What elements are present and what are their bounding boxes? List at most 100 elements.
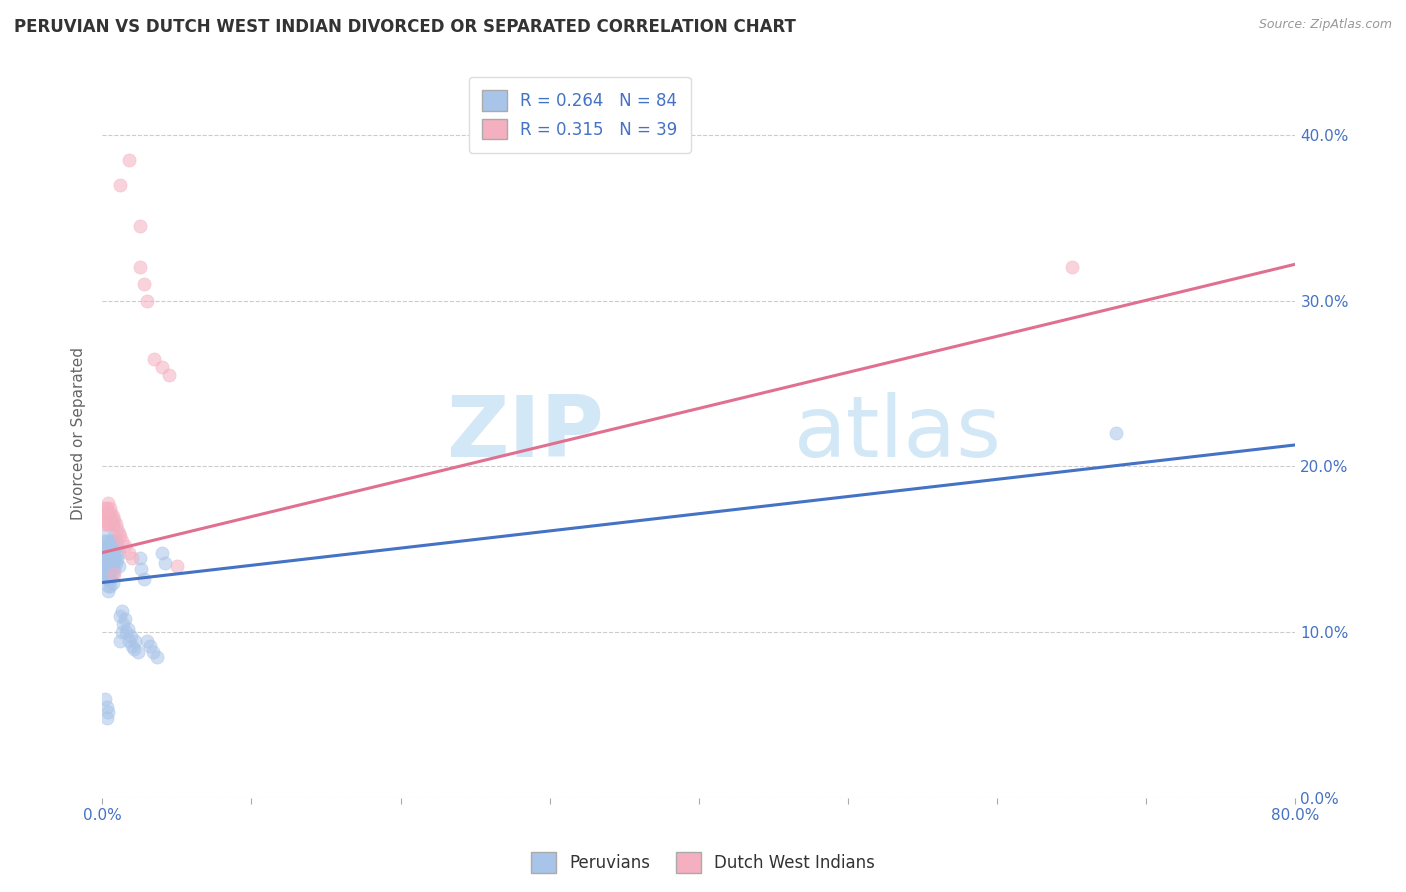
Point — [93, 534, 115, 549]
Point — [97, 550, 120, 565]
Point — [104, 534, 127, 549]
Point — [136, 633, 159, 648]
Point — [98, 579, 121, 593]
Point — [101, 509, 124, 524]
Point — [100, 567, 122, 582]
Point — [157, 368, 180, 383]
Point — [93, 550, 115, 565]
Point — [105, 523, 128, 537]
Point — [103, 512, 125, 526]
Point — [112, 617, 135, 632]
Point — [94, 512, 117, 526]
Point — [94, 567, 117, 582]
Point — [94, 550, 117, 565]
Point — [121, 639, 143, 653]
Point — [110, 625, 132, 640]
Point — [98, 500, 121, 515]
Point — [128, 550, 150, 565]
Point — [97, 542, 120, 557]
Point — [94, 558, 117, 573]
Point — [142, 645, 165, 659]
Point — [166, 558, 188, 573]
Point — [110, 534, 132, 549]
Point — [103, 542, 125, 557]
Point — [93, 546, 115, 560]
Point — [98, 509, 121, 524]
Point — [98, 556, 121, 570]
Point — [94, 562, 117, 576]
Point — [96, 556, 118, 570]
Point — [128, 219, 150, 233]
Point — [104, 517, 127, 532]
Point — [128, 260, 150, 275]
Point — [96, 572, 118, 586]
Point — [96, 562, 118, 576]
Point — [120, 629, 142, 643]
Point — [108, 633, 131, 648]
Point — [98, 550, 121, 565]
Text: atlas: atlas — [794, 392, 1002, 475]
Point — [96, 546, 118, 560]
Legend: R = 0.264   N = 84, R = 0.315   N = 39: R = 0.264 N = 84, R = 0.315 N = 39 — [468, 77, 690, 153]
Point — [107, 546, 129, 560]
Point — [1105, 426, 1128, 441]
Point — [96, 534, 118, 549]
Point — [98, 546, 121, 560]
Point — [96, 512, 118, 526]
Point — [127, 645, 149, 659]
Point — [100, 534, 122, 549]
Point — [108, 178, 131, 192]
Point — [100, 512, 122, 526]
Point — [100, 550, 122, 565]
Point — [93, 542, 115, 557]
Point — [97, 496, 120, 510]
Point — [101, 534, 124, 549]
Point — [104, 556, 127, 570]
Point — [115, 625, 138, 640]
Point — [98, 517, 121, 532]
Point — [118, 546, 141, 560]
Point — [98, 562, 121, 576]
Y-axis label: Divorced or Separated: Divorced or Separated — [72, 347, 86, 520]
Point — [97, 517, 120, 532]
Point — [114, 612, 136, 626]
Point — [110, 604, 132, 618]
Point — [97, 579, 120, 593]
Point — [97, 512, 120, 526]
Point — [97, 583, 120, 598]
Point — [101, 556, 124, 570]
Point — [132, 277, 155, 291]
Point — [122, 641, 145, 656]
Point — [101, 566, 124, 580]
Point — [103, 567, 125, 582]
Point — [94, 506, 117, 520]
Point — [124, 633, 146, 648]
Point — [118, 153, 141, 167]
Point — [105, 539, 128, 553]
Point — [100, 546, 122, 560]
Point — [114, 539, 136, 553]
Point — [100, 558, 122, 573]
Point — [118, 633, 141, 648]
Point — [139, 639, 162, 653]
Point — [103, 552, 125, 566]
Point — [96, 550, 118, 565]
Point — [150, 359, 173, 374]
Point — [94, 529, 117, 543]
Point — [146, 650, 169, 665]
Point — [97, 705, 120, 719]
Point — [98, 572, 121, 586]
Point — [96, 542, 118, 557]
Point — [94, 539, 117, 553]
Legend: Peruvians, Dutch West Indians: Peruvians, Dutch West Indians — [524, 846, 882, 880]
Point — [107, 558, 129, 573]
Point — [97, 556, 120, 570]
Text: PERUVIAN VS DUTCH WEST INDIAN DIVORCED OR SEPARATED CORRELATION CHART: PERUVIAN VS DUTCH WEST INDIAN DIVORCED O… — [14, 18, 796, 36]
Point — [103, 562, 125, 576]
Text: Source: ZipAtlas.com: Source: ZipAtlas.com — [1258, 18, 1392, 31]
Point — [96, 567, 118, 582]
Point — [101, 517, 124, 532]
Point — [108, 608, 131, 623]
Point — [97, 506, 120, 520]
Point — [1060, 260, 1083, 275]
